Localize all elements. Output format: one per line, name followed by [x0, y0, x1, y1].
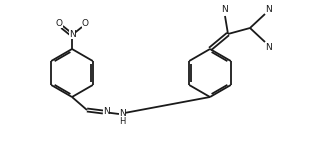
Text: N: N: [265, 4, 271, 13]
Text: N: N: [265, 43, 271, 52]
Text: N: N: [103, 106, 109, 115]
Text: N: N: [222, 6, 228, 15]
Text: N: N: [119, 109, 125, 118]
Text: H: H: [119, 116, 125, 125]
Text: O: O: [55, 18, 62, 27]
Text: N: N: [68, 30, 76, 39]
Text: O: O: [82, 18, 89, 27]
